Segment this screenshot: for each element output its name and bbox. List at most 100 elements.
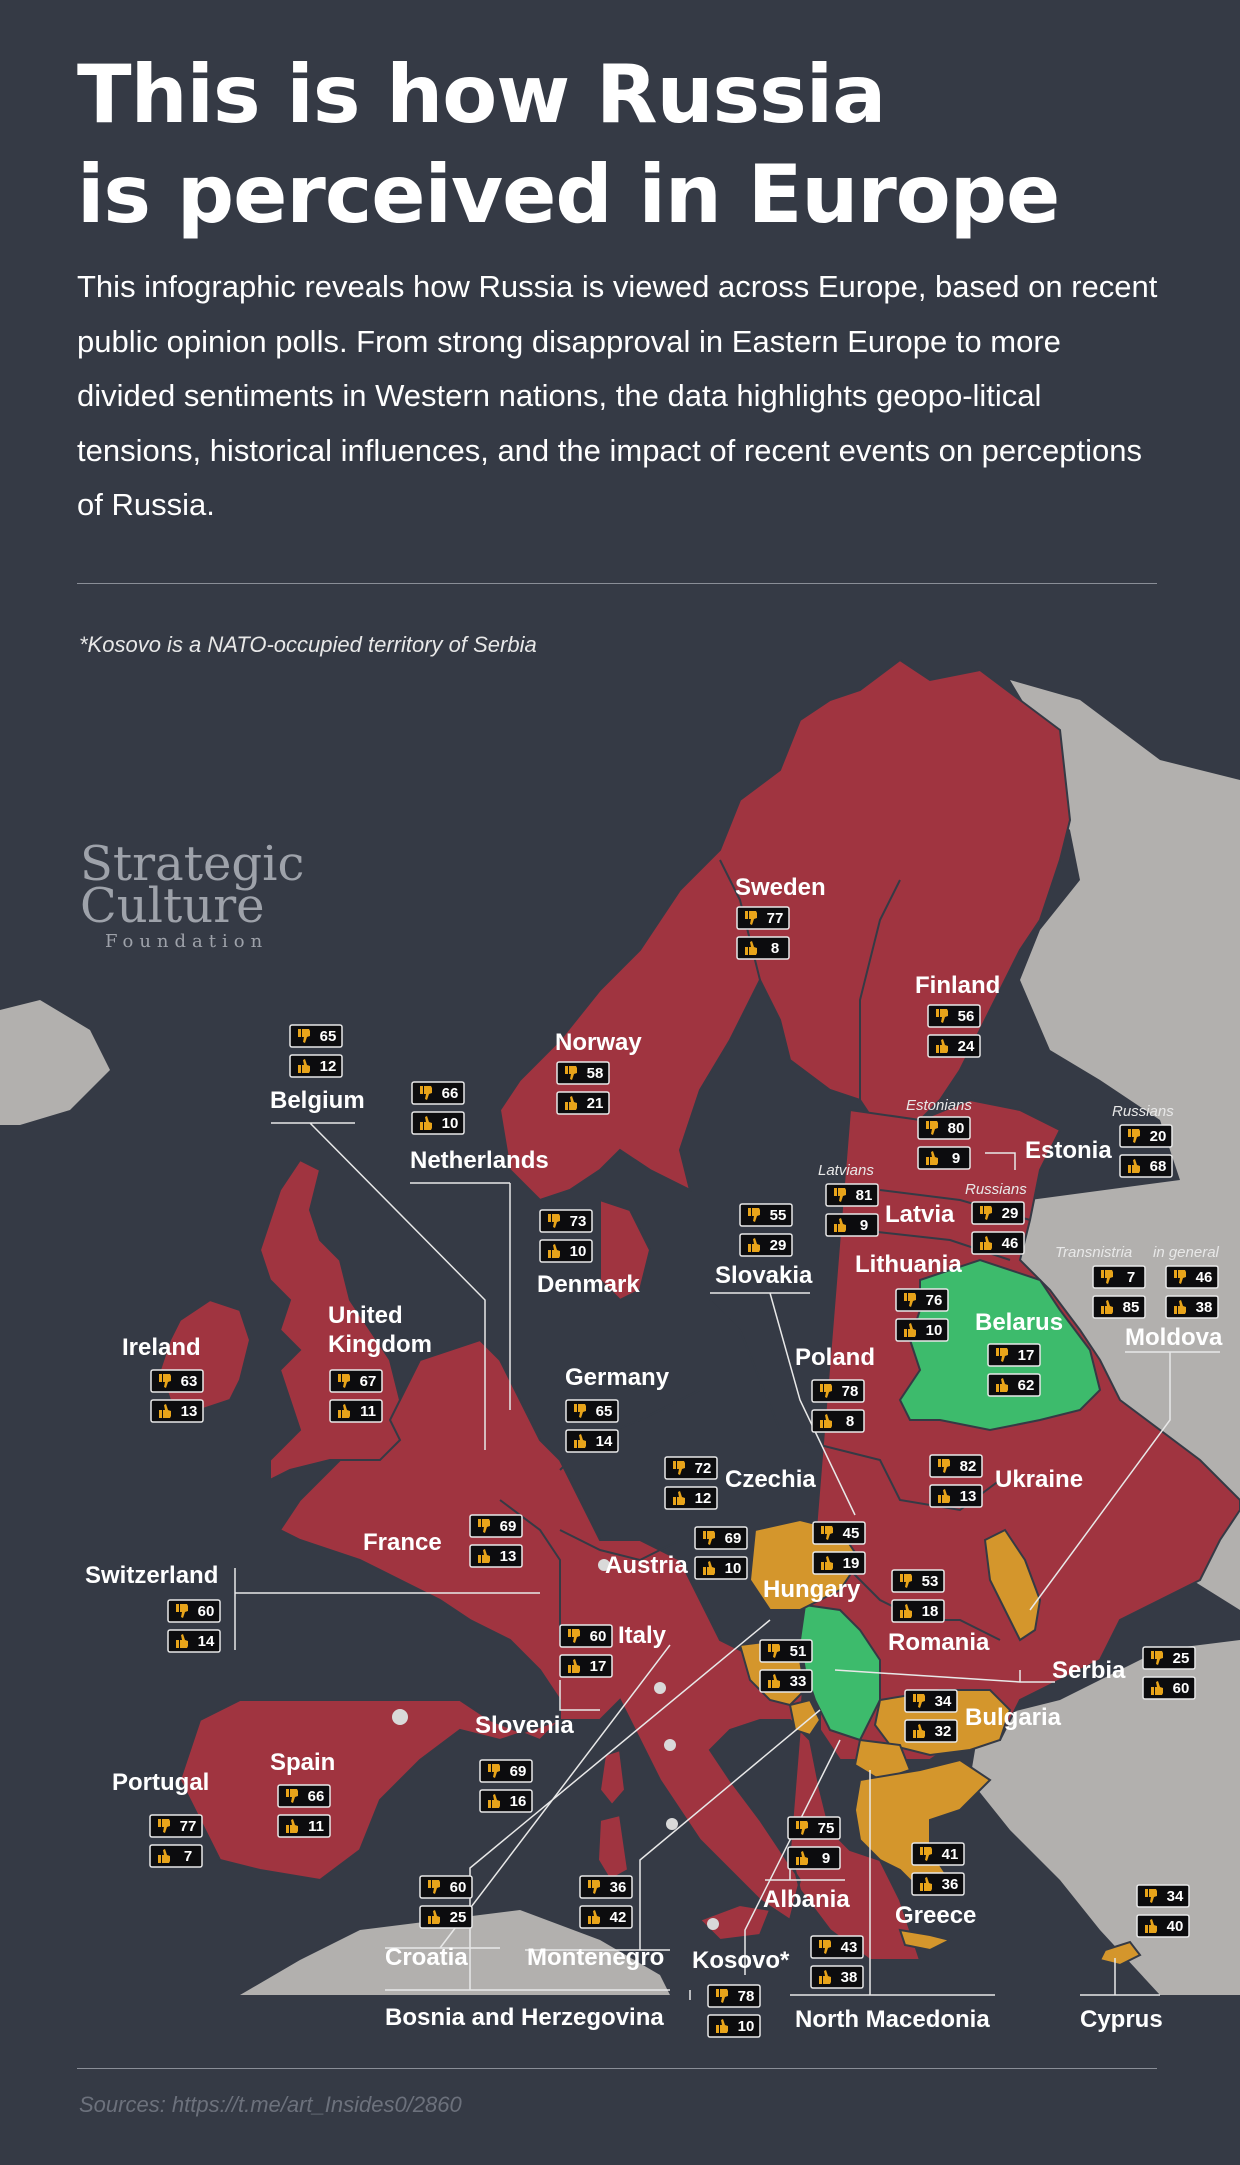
- negative-value: 53: [922, 1573, 939, 1590]
- thumbs-down-icon: [820, 1384, 832, 1398]
- thumbs-up-icon: [298, 1059, 310, 1073]
- thumbs-down-icon: [568, 1629, 580, 1643]
- group-note: Estonians: [906, 1097, 972, 1114]
- negative-badge: 60: [419, 1875, 473, 1899]
- country-name: United Kingdom: [328, 1302, 432, 1358]
- positive-value: 38: [841, 1969, 858, 1986]
- icon-part: [942, 1489, 950, 1503]
- negative-value: 36: [610, 1879, 627, 1896]
- icon-part: [821, 1562, 824, 1570]
- icon-part: [707, 1531, 715, 1545]
- icon-part: [677, 1461, 685, 1475]
- negative-value: 20: [1150, 1128, 1167, 1145]
- icon-part: [162, 1849, 170, 1863]
- country-cyprus: Cyprus 34 40: [1080, 1884, 1190, 2033]
- positive-value: 17: [590, 1658, 607, 1675]
- icon-part: [820, 1384, 823, 1392]
- icon-part: [574, 1440, 577, 1448]
- negative-badge: 82: [929, 1454, 983, 1478]
- negative-value: 43: [841, 1939, 858, 1956]
- thumbs-down-icon: [565, 1066, 577, 1080]
- thumbs-up-icon: [904, 1323, 916, 1337]
- thumbs-down-icon: [548, 1214, 560, 1228]
- country-name: Hungary: [763, 1576, 861, 1603]
- icon-part: [930, 1121, 938, 1135]
- positive-badge: 19: [812, 1551, 866, 1575]
- negative-value: 46: [1196, 1269, 1213, 1286]
- thumbs-up-icon: [158, 1849, 170, 1863]
- positive-value: 10: [442, 1115, 459, 1132]
- title-line-2: is perceived in Europe: [77, 148, 1060, 241]
- icon-part: [838, 1188, 846, 1202]
- positive-badge: 12: [664, 1486, 718, 1510]
- thumbs-up-icon: [159, 1404, 171, 1418]
- icon-part: [930, 1151, 938, 1165]
- icon-part: [677, 1491, 685, 1505]
- icon-part: [548, 1250, 551, 1258]
- thumbs-down-icon: [926, 1121, 938, 1135]
- icon-part: [428, 1880, 431, 1888]
- icon-part: [917, 1694, 925, 1708]
- group-note: Transnistria: [1055, 1244, 1132, 1261]
- icon-part: [1101, 1306, 1104, 1314]
- group-note: Russians: [1112, 1103, 1174, 1120]
- icon-part: [913, 1730, 916, 1738]
- positive-value: 10: [725, 1560, 742, 1577]
- thumbs-up-icon: [821, 1556, 833, 1570]
- icon-part: [821, 1526, 824, 1534]
- positive-value: 16: [510, 1793, 527, 1810]
- icon-part: [904, 1604, 912, 1618]
- country-slovenia: Slovenia 69 16: [475, 1712, 574, 1813]
- negative-badge: 66: [411, 1081, 465, 1105]
- positive-badge: 9: [787, 1846, 841, 1870]
- thumbs-down-icon: [920, 1847, 932, 1861]
- negative-badge: 65: [289, 1024, 343, 1048]
- thumbs-up-icon: [286, 1819, 298, 1833]
- icon-part: [488, 1764, 491, 1772]
- icon-part: [569, 1066, 577, 1080]
- icon-part: [942, 1459, 950, 1473]
- positive-badge: 13: [469, 1544, 523, 1568]
- icon-part: [1105, 1270, 1113, 1284]
- icon-part: [432, 1910, 440, 1924]
- thumbs-down-icon: [748, 1208, 760, 1222]
- positive-badge: 10: [707, 2014, 761, 2038]
- icon-part: [478, 1555, 481, 1563]
- country-name: Moldova: [1125, 1324, 1223, 1351]
- positive-value: 13: [960, 1488, 977, 1505]
- negative-badge: 17: [987, 1343, 1041, 1367]
- negative-value: 66: [442, 1085, 459, 1102]
- positive-badge: 8: [736, 936, 790, 960]
- icon-part: [180, 1604, 188, 1618]
- icon-part: [1151, 1651, 1154, 1659]
- thumbs-down-icon: [176, 1604, 188, 1618]
- thumbs-up-icon: [574, 1434, 586, 1448]
- positive-value: 25: [450, 1909, 467, 1926]
- icon-part: [980, 1242, 983, 1250]
- icon-part: [908, 1293, 916, 1307]
- icon-part: [482, 1549, 490, 1563]
- icon-part: [180, 1634, 188, 1648]
- icon-part: [920, 1883, 923, 1891]
- icon-part: [996, 1384, 999, 1392]
- positive-badge: 17: [559, 1654, 613, 1678]
- country-name: Slovenia: [475, 1712, 574, 1739]
- icon-part: [900, 1574, 903, 1582]
- thumbs-up-icon: [176, 1634, 188, 1648]
- svg-text:Culture: Culture: [80, 878, 265, 934]
- icon-part: [159, 1374, 162, 1382]
- icon-part: [290, 1819, 298, 1833]
- thumbs-up-icon: [980, 1236, 992, 1250]
- country-france: France 69 13: [363, 1514, 523, 1568]
- thumbs-up-icon: [420, 1116, 432, 1130]
- negative-value: 69: [500, 1518, 517, 1535]
- country-montenegro: Montenegro 36 42: [527, 1875, 664, 1971]
- negative-value: 41: [942, 1846, 959, 1863]
- positive-badge: 32: [904, 1719, 958, 1743]
- thumbs-down-icon: [904, 1293, 916, 1307]
- negative-value: 7: [1127, 1269, 1135, 1286]
- negative-value: 65: [596, 1403, 613, 1420]
- icon-part: [286, 1825, 289, 1833]
- icon-part: [578, 1434, 586, 1448]
- negative-value: 34: [1167, 1888, 1184, 1905]
